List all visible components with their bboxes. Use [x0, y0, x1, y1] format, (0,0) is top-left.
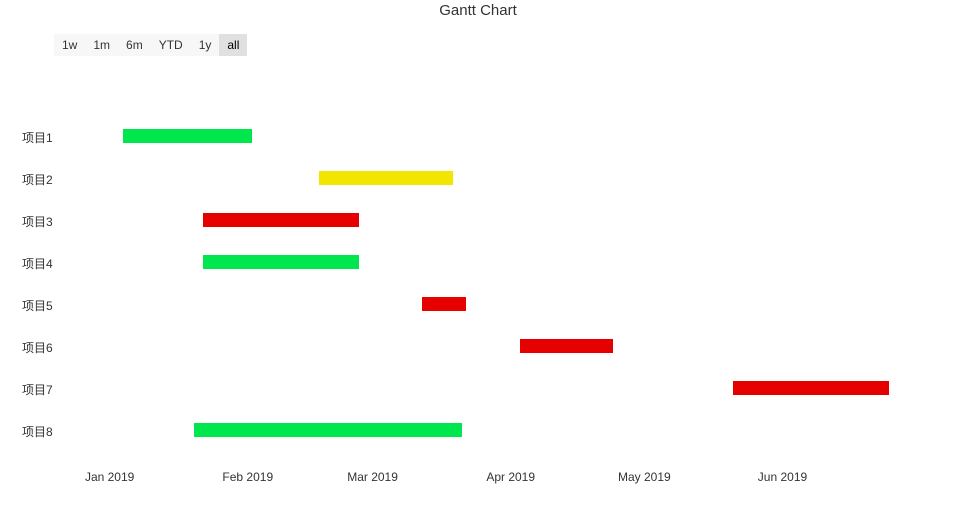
range-btn-all[interactable]: all	[219, 34, 247, 56]
range-btn-6m[interactable]: 6m	[118, 34, 151, 56]
x-axis-labels: Jan 2019 Feb 2019 Mar 2019 Apr 2019 May 2019…	[74, 470, 934, 490]
gantt-bar-3[interactable]	[203, 255, 359, 269]
gantt-bar-1[interactable]	[319, 171, 453, 185]
y-label-row-2: 项目3	[22, 213, 53, 230]
gantt-bar-5[interactable]	[520, 339, 614, 353]
x-label-3: Apr 2019	[486, 470, 535, 484]
x-label-4: May 2019	[618, 470, 671, 484]
gantt-bar-2[interactable]	[203, 213, 359, 227]
chart-title: Gantt Chart	[439, 2, 517, 19]
y-label-row-4: 项目5	[22, 297, 53, 314]
plot-area	[74, 100, 934, 460]
gantt-bar-6[interactable]	[733, 381, 889, 395]
gantt-bar-4[interactable]	[422, 297, 467, 311]
gantt-chart: 项目1项目2项目3项目4项目5项目6项目7项目8 Jan 2019Feb 201…	[22, 100, 934, 480]
range-selector: 1w1m6mYTD1yall	[54, 34, 247, 56]
y-label-row-5: 项目6	[22, 339, 53, 356]
range-btn-1y[interactable]: 1y	[191, 34, 220, 56]
y-label-row-6: 项目7	[22, 381, 53, 398]
range-btn-YTD[interactable]: YTD	[151, 34, 191, 56]
y-label-row-1: 项目2	[22, 171, 53, 188]
gantt-bar-0[interactable]	[123, 129, 252, 143]
x-label-5: Jun 2019	[758, 470, 807, 484]
range-btn-1w[interactable]: 1w	[54, 34, 85, 56]
range-btn-1m[interactable]: 1m	[85, 34, 118, 56]
y-label-row-3: 项目4	[22, 255, 53, 272]
y-label-row-0: 项目1	[22, 129, 53, 146]
x-label-1: Feb 2019	[222, 470, 273, 484]
y-label-row-7: 项目8	[22, 423, 53, 440]
x-label-2: Mar 2019	[347, 470, 398, 484]
gantt-bar-7[interactable]	[194, 423, 461, 437]
x-label-0: Jan 2019	[85, 470, 134, 484]
